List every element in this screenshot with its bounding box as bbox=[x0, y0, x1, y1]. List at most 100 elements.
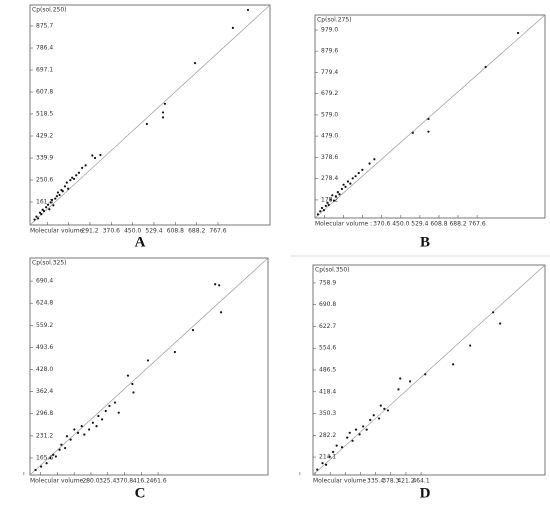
data-point bbox=[469, 344, 472, 347]
data-point bbox=[316, 468, 319, 471]
data-point bbox=[340, 446, 344, 449]
y-axis-label: Cp(sol.325) bbox=[32, 260, 67, 267]
panel-label: D bbox=[420, 485, 431, 501]
data-point bbox=[45, 462, 48, 465]
x-tick-label: 335.4 bbox=[367, 478, 384, 485]
y-tick-label: 214.1 bbox=[319, 454, 336, 461]
data-point bbox=[369, 418, 372, 422]
data-point bbox=[324, 463, 328, 466]
x-tick-label: 370.8 bbox=[116, 478, 133, 485]
data-point bbox=[346, 436, 349, 439]
data-point bbox=[379, 404, 382, 407]
x-tick-label: 767.6 bbox=[209, 228, 226, 235]
data-point bbox=[348, 431, 351, 434]
y-tick-label: 697.1 bbox=[36, 67, 53, 74]
data-point bbox=[58, 193, 61, 197]
data-point bbox=[372, 414, 375, 417]
data-point bbox=[132, 391, 135, 394]
data-point bbox=[328, 455, 331, 458]
x-tick-label: 529.4 bbox=[411, 221, 428, 228]
y-axis-label: Cp(sol.275) bbox=[317, 17, 352, 24]
data-point bbox=[340, 187, 344, 191]
data-point bbox=[145, 122, 149, 126]
x-tick-label: 370.6 bbox=[103, 228, 120, 235]
data-point bbox=[100, 418, 104, 421]
data-point bbox=[80, 425, 83, 428]
data-point bbox=[397, 388, 400, 391]
data-point bbox=[246, 8, 250, 12]
data-point bbox=[193, 62, 197, 65]
y-tick-label: 428.0 bbox=[36, 366, 53, 373]
panel-label: C bbox=[135, 485, 146, 501]
plot-frame bbox=[314, 14, 546, 219]
data-point bbox=[113, 401, 117, 404]
y-tick-label: 624.8 bbox=[36, 300, 53, 307]
data-point bbox=[50, 198, 54, 201]
data-point bbox=[54, 197, 57, 200]
data-point bbox=[52, 204, 55, 207]
data-point bbox=[67, 187, 70, 190]
data-point bbox=[64, 446, 67, 450]
data-point bbox=[65, 181, 68, 184]
data-point bbox=[324, 204, 327, 208]
y-tick-label: 231.2 bbox=[36, 432, 53, 439]
y-tick-label: 579.0 bbox=[321, 111, 338, 118]
panel-label: B bbox=[420, 234, 430, 250]
plot-frame bbox=[29, 4, 271, 226]
data-point bbox=[104, 409, 107, 413]
data-point bbox=[349, 182, 352, 185]
data-point bbox=[365, 428, 368, 431]
x-tick-label: 688.2 bbox=[449, 221, 466, 228]
data-point bbox=[95, 425, 98, 428]
data-point bbox=[373, 158, 376, 161]
data-point bbox=[48, 208, 51, 211]
y-tick-label: 282.2 bbox=[319, 432, 336, 439]
x-tick-label: 291.2 bbox=[81, 228, 98, 235]
data-point bbox=[73, 428, 76, 431]
x-axis-label: Molecular volume : bbox=[30, 228, 87, 235]
data-point bbox=[46, 203, 50, 206]
data-point bbox=[484, 65, 487, 69]
data-point bbox=[60, 443, 63, 446]
data-point bbox=[91, 154, 94, 157]
data-point bbox=[75, 174, 78, 177]
x-tick-label: 608.8 bbox=[430, 221, 447, 228]
data-point bbox=[97, 414, 100, 418]
x-tick-label: 416.2 bbox=[133, 478, 150, 485]
x-tick-label: 280.0 bbox=[82, 478, 99, 485]
data-point bbox=[499, 322, 502, 325]
data-point bbox=[409, 380, 412, 383]
data-point bbox=[163, 102, 167, 105]
data-point bbox=[336, 191, 339, 194]
x-axis-label: Molecular volume : bbox=[315, 221, 372, 228]
data-point bbox=[327, 203, 330, 206]
x-tick-label: 608.8 bbox=[167, 228, 184, 235]
data-point bbox=[126, 374, 130, 377]
y-tick-label: 786.4 bbox=[36, 45, 53, 52]
data-point bbox=[45, 206, 48, 209]
y-tick-label: 378.6 bbox=[321, 154, 338, 161]
data-point bbox=[173, 350, 176, 354]
plot-frame bbox=[29, 257, 269, 476]
data-point bbox=[322, 209, 325, 212]
data-point bbox=[351, 177, 354, 180]
data-point bbox=[332, 199, 336, 202]
data-point bbox=[61, 190, 64, 193]
data-point bbox=[354, 175, 357, 178]
data-point bbox=[218, 284, 221, 287]
data-point bbox=[338, 193, 341, 196]
y-tick-label: 779.4 bbox=[321, 69, 338, 76]
x-tick-label: 461.6 bbox=[149, 478, 166, 485]
data-point bbox=[39, 465, 43, 468]
data-point bbox=[319, 210, 322, 213]
y-tick-label: 165.6 bbox=[36, 454, 53, 461]
y-axis-label: Cp(sol.350) bbox=[315, 267, 350, 274]
data-point bbox=[56, 191, 60, 194]
data-point bbox=[65, 435, 69, 438]
diagonal-line bbox=[312, 264, 546, 476]
data-point bbox=[35, 215, 38, 218]
data-point bbox=[383, 407, 386, 410]
data-point bbox=[161, 111, 165, 114]
data-point bbox=[386, 409, 389, 412]
y-tick-label: 679.2 bbox=[321, 90, 338, 97]
